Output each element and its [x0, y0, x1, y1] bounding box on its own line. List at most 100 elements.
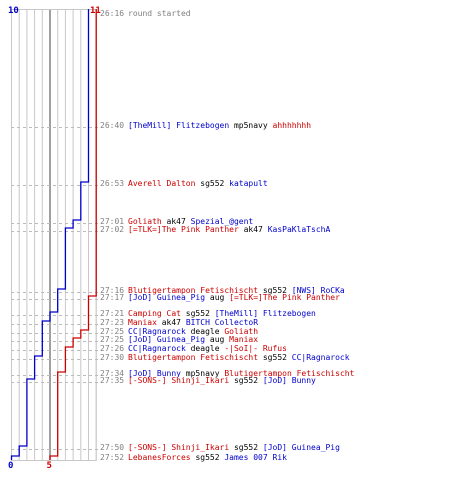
event-part: Blutigertampon Fetischischt [128, 353, 258, 362]
event-row: 26:40 [TheMill] Flitzebogen mp5navy ahhhh… [100, 121, 311, 130]
event-part: deagle [186, 327, 225, 336]
event-part: aug [205, 335, 229, 344]
event-time: 27:52 [100, 453, 124, 462]
blue-team-alive-line [10, 9, 90, 460]
event-text: [=TLK=]The Pink Panther ak47 KasPaKlaTsc… [128, 225, 330, 234]
event-time: 27:23 [100, 318, 124, 327]
event-part: [=TLK=]The Pink Panther [128, 225, 239, 234]
event-row: 27:34 [JoD] Bunny mp5navy Blutigertampon … [100, 369, 355, 378]
event-part: Maniax [128, 318, 157, 327]
event-time: 26:40 [100, 121, 124, 130]
event-part: Goliath [128, 217, 162, 226]
event-part: [JoD] Bunny [128, 369, 181, 378]
event-time: 27:50 [100, 443, 124, 452]
event-text: Goliath ak47 Spezial_@gent [128, 217, 253, 226]
event-part: Averell Dalton [128, 179, 196, 188]
blue-team-start-count: 10 [8, 6, 19, 16]
event-part: [-SONS-] Shinji_Ikari [128, 376, 229, 385]
event-row: 27:21 Camping Cat sg552 [TheMill] Flitzeb… [100, 309, 316, 318]
event-row: 27:25 [JoD] Guinea_Pig aug Maniax [100, 335, 258, 344]
event-text: Averell Dalton sg552 katapult [128, 179, 268, 188]
event-time: 27:25 [100, 335, 124, 344]
event-text: Blutigertampon Fetischischt sg552 CC|Rag… [128, 353, 350, 362]
event-part: mp5navy [181, 369, 224, 378]
event-part: sg552 [229, 443, 263, 452]
event-part: aug [205, 293, 229, 302]
event-part: [JoD] Guinea_Pig [128, 335, 205, 344]
event-text: [JoD] Guinea_Pig aug Maniax [128, 335, 258, 344]
event-part: CC|Ragnarock [292, 353, 350, 362]
event-part: Goliath [224, 327, 258, 336]
event-part: ak47 [162, 217, 191, 226]
event-part: deagle [186, 344, 225, 353]
event-text: [JoD] Bunny mp5navy Blutigertampon Fetis… [128, 369, 355, 378]
event-row: 27:02 [=TLK=]The Pink Panther ak47 KasPaK… [100, 225, 330, 234]
event-part: sg552 [191, 453, 225, 462]
event-text: [-SONS-] Shinji_Ikari sg552 [JoD] Bunny [128, 376, 316, 385]
event-text: Camping Cat sg552 [TheMill] Flitzebogen [128, 309, 316, 318]
event-part: sg552 [229, 376, 263, 385]
event-row: 27:52 LebanesForces sg552 James 007 Rik [100, 453, 287, 462]
event-part: [TheMill] Flitzebogen [128, 121, 229, 130]
event-row: 27:30 Blutigertampon Fetischischt sg552 C… [100, 353, 350, 362]
event-part: Blutigertampon Fetischischt [128, 286, 258, 295]
event-part: katapult [229, 179, 268, 188]
event-text: [TheMill] Flitzebogen mp5navy ahhhhhhh [128, 121, 311, 130]
event-part: -|SoI|- Rufus [224, 344, 287, 353]
event-row: 27:25 CC|Ragnarock deagle Goliath [100, 327, 258, 336]
event-part: round started [128, 9, 191, 18]
event-text: Blutigertampon Fetischischt sg552 [NWS] … [128, 286, 345, 295]
plot-frame [11, 9, 97, 461]
event-row: 27:50 [-SONS-] Shinji_Ikari sg552 [JoD] G… [100, 443, 340, 452]
event-text: CC|Ragnarock deagle -|SoI|- Rufus [128, 344, 287, 353]
event-row: 27:26 CC|Ragnarock deagle -|SoI|- Rufus [100, 344, 287, 353]
event-part: [=TLK=]The Pink Panther [229, 293, 340, 302]
axis-count-labels: 10 11 0 5 [8, 6, 101, 471]
red-team-start-count: 11 [90, 6, 101, 16]
event-part: ak47 [239, 225, 268, 234]
event-part: sg552 [258, 353, 292, 362]
event-time: 27:34 [100, 369, 124, 378]
event-part: Spezial_@gent [191, 217, 254, 226]
event-row: 27:35 [-SONS-] Shinji_Ikari sg552 [JoD] B… [100, 376, 316, 385]
blue-team-end-count: 0 [8, 461, 13, 471]
event-part: [NWS] RoCKa [292, 286, 345, 295]
event-row: 27:23 Maniax ak47 BITCH CollectoR [100, 318, 258, 327]
event-time: 27:16 [100, 286, 124, 295]
event-part: Maniax [229, 335, 258, 344]
event-time: 27:21 [100, 309, 124, 318]
event-time: 27:35 [100, 376, 124, 385]
event-part: CC|Ragnarock [128, 327, 186, 336]
event-text: [JoD] Guinea_Pig aug [=TLK=]The Pink Pan… [128, 293, 340, 302]
event-text: CC|Ragnarock deagle Goliath [128, 327, 258, 336]
event-time: 26:53 [100, 179, 124, 188]
event-text: [-SONS-] Shinji_Ikari sg552 [JoD] Guinea… [128, 443, 340, 452]
event-row: 26:53 Averell Dalton sg552 katapult [100, 179, 268, 188]
event-text: LebanesForces sg552 James 007 Rik [128, 453, 287, 462]
event-row: 26:16 round started [100, 9, 191, 18]
event-part: [JoD] Guinea_Pig [263, 443, 340, 452]
event-time: 27:01 [100, 217, 124, 226]
grid-lines [11, 9, 99, 461]
event-part: KasPaKlaTschA [268, 225, 331, 234]
event-part: ahhhhhhh [273, 121, 312, 130]
event-time: 27:17 [100, 293, 124, 302]
event-part: ak47 [157, 318, 186, 327]
event-row: 27:16 Blutigertampon Fetischischt sg552 [… [100, 286, 345, 295]
team-alive-lines [10, 9, 97, 460]
event-time: 27:26 [100, 344, 124, 353]
event-part: sg552 [181, 309, 215, 318]
event-part: Blutigertampon Fetischischt [224, 369, 354, 378]
event-part: [JoD] Guinea_Pig [128, 293, 205, 302]
event-text: Maniax ak47 BITCH CollectoR [128, 318, 258, 327]
red-team-alive-line [49, 9, 97, 460]
event-part: James 007 Rik [224, 453, 287, 462]
event-part: [TheMill] Flitzebogen [215, 309, 316, 318]
event-time: 27:30 [100, 353, 124, 362]
event-part: mp5navy [229, 121, 272, 130]
event-part: Camping Cat [128, 309, 181, 318]
event-part: BITCH CollectoR [186, 318, 258, 327]
event-time: 27:25 [100, 327, 124, 336]
event-text: round started [128, 9, 191, 18]
